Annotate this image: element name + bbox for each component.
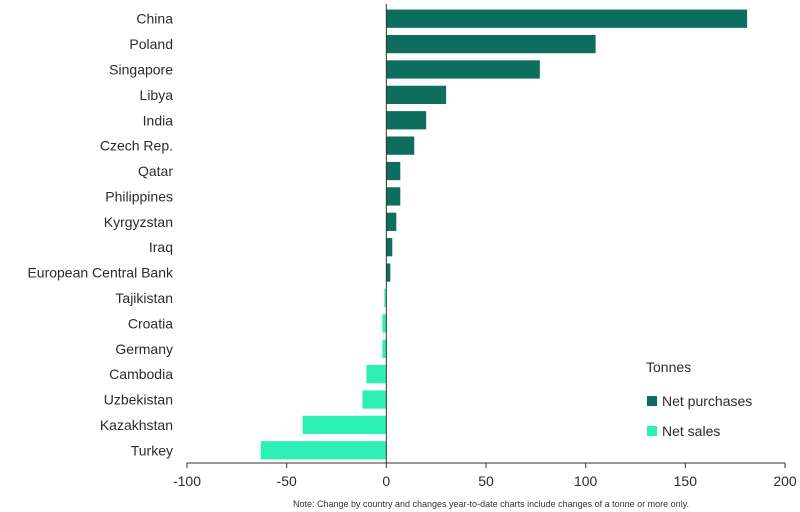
- bar-kazakhstan: [302, 415, 387, 435]
- bar-european-central-bank: [386, 263, 391, 282]
- bar-croatia: [382, 314, 387, 333]
- x-tick-label: 50: [478, 473, 494, 489]
- bar-tajikistan: [384, 288, 387, 308]
- bar-libya: [386, 85, 447, 105]
- x-tick-label: -50: [277, 473, 297, 489]
- bar-turkey: [260, 441, 387, 460]
- bar-philippines: [386, 187, 401, 206]
- category-label: Libya: [140, 87, 174, 103]
- category-label: Czech Rep.: [100, 138, 173, 154]
- x-tick-label: -100: [173, 473, 201, 489]
- bar-czech-rep: [386, 136, 415, 155]
- category-label: Qatar: [138, 163, 173, 179]
- category-label: Kyrgyzstan: [104, 214, 173, 230]
- x-tick-label: 200: [773, 473, 797, 489]
- chart-note: Note: Change by country and changes year…: [293, 499, 689, 509]
- x-tick-label: 150: [674, 473, 698, 489]
- bar-india: [386, 111, 427, 130]
- category-label: China: [136, 11, 173, 27]
- category-label: Iraq: [149, 239, 173, 255]
- bar-kyrgyzstan: [386, 212, 397, 231]
- bars-group: [260, 9, 748, 460]
- x-tick-label: 100: [574, 473, 598, 489]
- bar-poland: [386, 34, 596, 54]
- category-label: Kazakhstan: [100, 417, 173, 433]
- category-label: European Central Bank: [27, 265, 174, 281]
- category-label: India: [143, 112, 174, 128]
- bar-qatar: [386, 161, 401, 181]
- category-label: Philippines: [105, 188, 173, 204]
- legend-title: Tonnes: [646, 359, 691, 375]
- legend-label-net-purchases: Net purchases: [662, 393, 752, 409]
- category-label: Cambodia: [109, 366, 173, 382]
- bar-germany: [382, 339, 387, 358]
- category-label: Turkey: [131, 442, 173, 458]
- bar-singapore: [386, 60, 540, 79]
- x-tick-label: 0: [382, 473, 390, 489]
- bar-uzbekistan: [362, 390, 387, 409]
- legend-swatch-net-sales: [647, 426, 657, 436]
- category-label: Poland: [129, 36, 173, 52]
- bar-cambodia: [366, 364, 387, 384]
- category-label: Uzbekistan: [104, 392, 173, 408]
- category-label: Germany: [115, 341, 173, 357]
- category-label: Singapore: [109, 61, 173, 77]
- legend: Tonnes Net purchases Net sales: [646, 359, 752, 439]
- category-label: Tajikistan: [115, 290, 173, 306]
- category-labels: China Poland Singapore Libya India Czech Rep.…: [27, 11, 174, 459]
- category-label: Croatia: [128, 315, 173, 331]
- bar-iraq: [386, 238, 393, 257]
- bar-china: [386, 9, 748, 28]
- legend-swatch-net-purchases: [647, 396, 657, 406]
- legend-label-net-sales: Net sales: [662, 423, 720, 439]
- x-axis-ticks: -100 -50 0 50 100 150 200: [173, 463, 797, 489]
